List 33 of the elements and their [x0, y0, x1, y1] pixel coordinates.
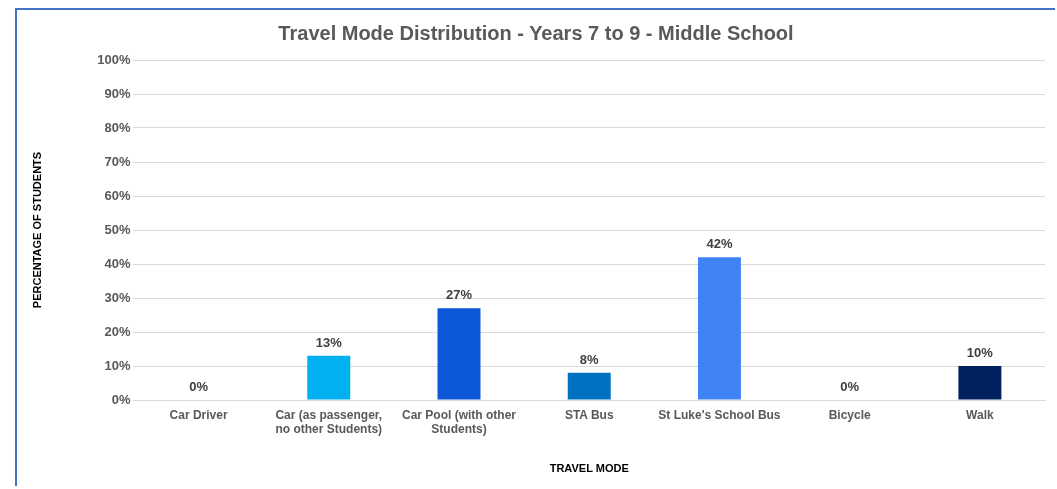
y-tick-label: 90% — [104, 85, 131, 101]
data-label: 8% — [579, 351, 600, 367]
x-tick-label: Walk — [966, 407, 994, 422]
bar — [958, 366, 1002, 400]
bar — [307, 355, 351, 400]
bar — [437, 308, 481, 400]
x-tick-label: Car Pool (with other Students) — [402, 407, 517, 436]
data-label: 0% — [840, 379, 860, 395]
y-tick-label: 100% — [97, 51, 131, 67]
data-label: 0% — [189, 379, 209, 395]
bar — [697, 257, 741, 400]
data-label: 27% — [445, 287, 473, 303]
x-axis-title: TRAVEL MODE — [549, 462, 629, 475]
data-label: 13% — [315, 334, 343, 350]
data-label: 10% — [966, 345, 994, 361]
x-tick-label: Car Driver — [169, 407, 228, 422]
bar — [567, 372, 611, 400]
y-tick-label: 50% — [104, 221, 131, 237]
y-axis-title: PERCENTAGE OF STUDENTS — [30, 151, 43, 309]
y-tick-label: 10% — [104, 357, 131, 373]
x-tick-label: St Luke's School Bus — [658, 407, 781, 422]
y-tick-label: 0% — [111, 391, 131, 407]
chart-title: Travel Mode Distribution - Years 7 to 9 - Middle School — [278, 21, 794, 44]
y-tick-label: 40% — [104, 255, 131, 271]
x-tick-label: STA Bus — [564, 407, 614, 422]
y-tick-label: 20% — [104, 323, 131, 339]
x-tick-label: Car (as passenger, no other Students) — [275, 407, 383, 436]
y-tick-label: 80% — [104, 119, 131, 135]
x-tick-label: Bicycle — [828, 407, 872, 422]
y-tick-label: 60% — [104, 187, 131, 203]
y-tick-label: 30% — [104, 289, 131, 305]
data-label: 42% — [706, 236, 733, 252]
y-tick-label: 70% — [104, 153, 131, 169]
